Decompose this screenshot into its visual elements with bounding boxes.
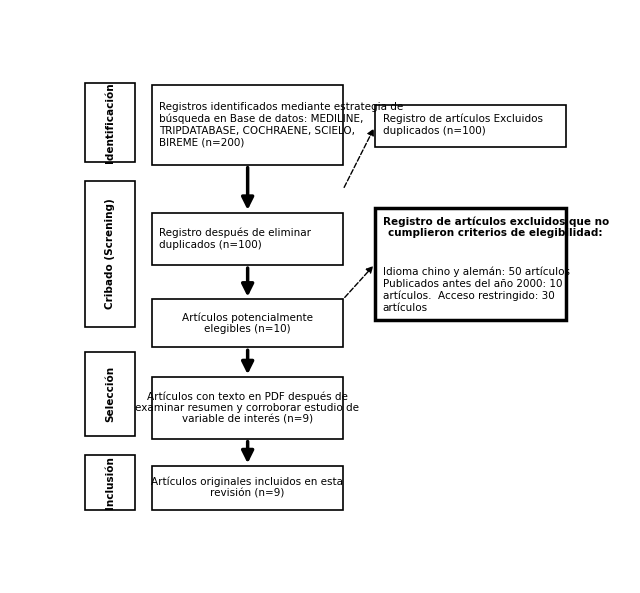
Text: Registro de artículos excluidos que no
cumplieron criterios de elegibilidad:: Registro de artículos excluidos que no c…	[383, 216, 609, 238]
Text: Cribado (Screning): Cribado (Screning)	[105, 199, 115, 309]
Bar	[85, 455, 134, 509]
Text: Inclusión: Inclusión	[105, 455, 115, 509]
Text: Artículos potencialmente
elegibles (n=10): Artículos potencialmente elegibles (n=10…	[182, 313, 313, 334]
Text: Artículos originales incluidos en esta
revisión (n=9): Artículos originales incluidos en esta r…	[152, 477, 344, 499]
Bar	[375, 208, 566, 320]
Bar	[85, 82, 134, 162]
Bar	[152, 377, 343, 439]
Bar	[152, 466, 343, 509]
Text: Artículos con texto en PDF después de
examinar resumen y corroborar estudio de
v: Artículos con texto en PDF después de ex…	[136, 391, 360, 425]
Text: Selección: Selección	[105, 366, 115, 422]
Bar	[152, 85, 343, 165]
Text: Idioma chino y alemán: 50 artículos
Publicados antes del año 2000: 10
artículos.: Idioma chino y alemán: 50 artículos Publ…	[383, 255, 570, 313]
Text: Registros identificados mediante estrategia de
búsqueda en Base de datos: MEDILI: Registros identificados mediante estrate…	[159, 102, 404, 148]
Bar	[152, 213, 343, 265]
Bar	[152, 299, 343, 347]
Text: Identificación: Identificación	[105, 82, 115, 163]
Text: Registro después de eliminar
duplicados (n=100): Registro después de eliminar duplicados …	[159, 228, 312, 250]
Bar	[375, 106, 566, 146]
Bar	[85, 352, 134, 436]
Bar	[85, 181, 134, 327]
Text: Registro de artículos Excluidos
duplicados (n=100): Registro de artículos Excluidos duplicad…	[383, 114, 543, 136]
